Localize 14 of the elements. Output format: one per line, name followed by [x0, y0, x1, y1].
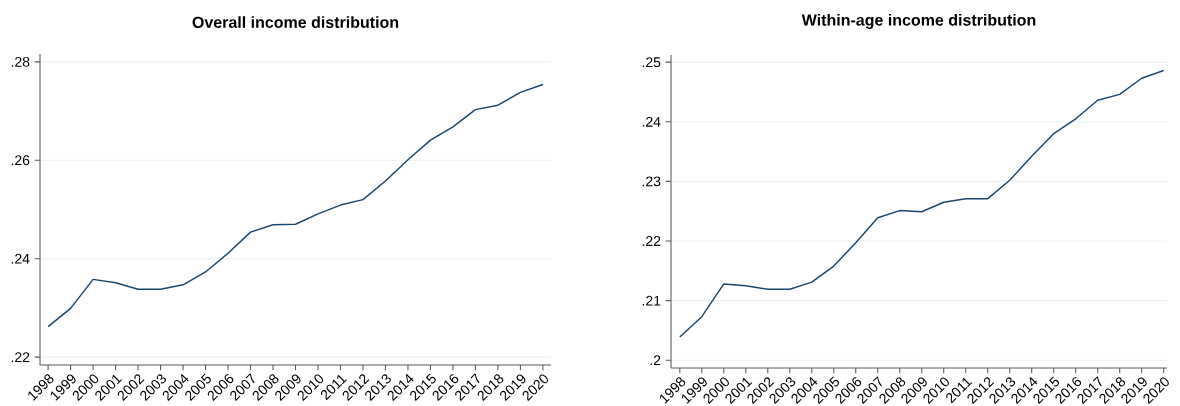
y-tick-label: .24	[642, 116, 661, 127]
y-tick-label: .24	[11, 253, 30, 264]
line-series	[47, 83, 544, 328]
y-tick-label: .26	[11, 155, 30, 166]
y-tick-label: .22	[642, 236, 661, 246]
y-tick-label: .25	[642, 57, 661, 68]
y-tick-label: .23	[642, 176, 661, 187]
chart-title: Overall income distribution	[192, 16, 399, 28]
y-tick-label: .2	[650, 355, 661, 366]
chart-title: Within-age income distribution	[801, 13, 1036, 29]
line-series	[679, 69, 1165, 338]
y-tick-label: .22	[11, 352, 30, 362]
y-tick-label: .21	[642, 295, 661, 306]
y-tick-label: .28	[11, 56, 30, 67]
